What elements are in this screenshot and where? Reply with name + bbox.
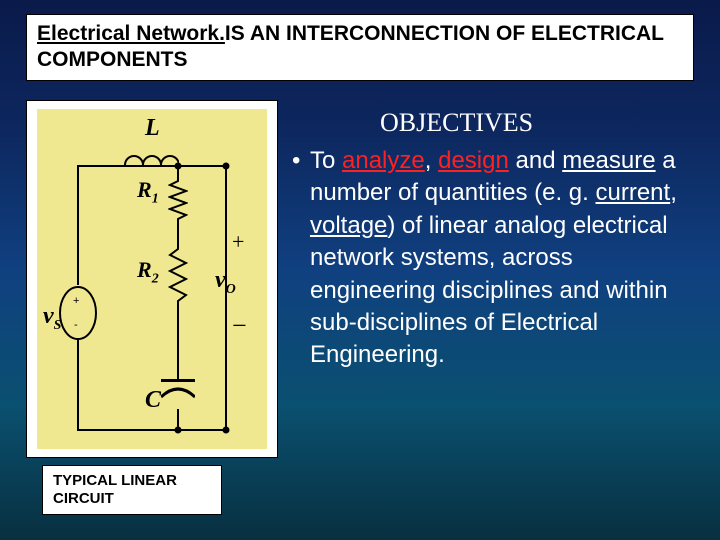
label-vo: vO xyxy=(215,267,236,298)
bullet-dot: • xyxy=(292,145,300,177)
label-L: L xyxy=(145,115,160,142)
bullet-mid4: , xyxy=(670,179,677,206)
bullet-mid1: , xyxy=(425,147,438,174)
circuit-node xyxy=(175,427,182,434)
label-R1: R1 xyxy=(137,177,159,207)
resistor-icon xyxy=(168,243,188,309)
source-plus: + xyxy=(73,295,79,307)
label-vs: vS xyxy=(43,303,61,334)
wire xyxy=(77,339,79,431)
circuit-node xyxy=(223,163,230,170)
bullet-mid2: and xyxy=(509,147,562,174)
title-box: Electrical Network.IS AN INTERCONNECTION… xyxy=(26,14,694,81)
resistor-icon xyxy=(168,177,188,223)
title-prefix: Electrical Network. xyxy=(37,22,225,45)
objectives-heading: OBJECTIVES xyxy=(380,108,533,138)
capacitor-icon xyxy=(161,385,195,399)
wire xyxy=(77,165,79,285)
word-analyze: analyze xyxy=(342,147,425,174)
diagram-caption: TYPICAL LINEAR CIRCUIT xyxy=(42,465,222,515)
wire xyxy=(225,165,227,431)
circuit-diagram: + - L R1 R2 vO vS C + − xyxy=(37,109,267,449)
label-R2: R2 xyxy=(137,257,159,287)
wire xyxy=(119,165,125,167)
circuit-node xyxy=(223,427,230,434)
label-minus: − xyxy=(232,311,247,341)
objective-bullet: • To analyze, design and measure a numbe… xyxy=(310,145,700,372)
word-current: current xyxy=(596,179,671,206)
label-C: C xyxy=(145,387,161,414)
bullet-pre: To xyxy=(310,147,342,174)
diagram-container: + - L R1 R2 vO vS C + − xyxy=(26,100,278,458)
wire xyxy=(177,307,179,379)
inductor-icon xyxy=(123,145,179,167)
label-plus: + xyxy=(232,229,244,255)
word-measure: measure xyxy=(562,147,655,174)
word-design: design xyxy=(438,147,509,174)
capacitor-plate xyxy=(161,379,195,382)
voltage-source-icon xyxy=(58,285,98,341)
word-voltage: voltage xyxy=(310,212,387,239)
source-minus: - xyxy=(74,319,78,331)
wire xyxy=(77,429,227,431)
